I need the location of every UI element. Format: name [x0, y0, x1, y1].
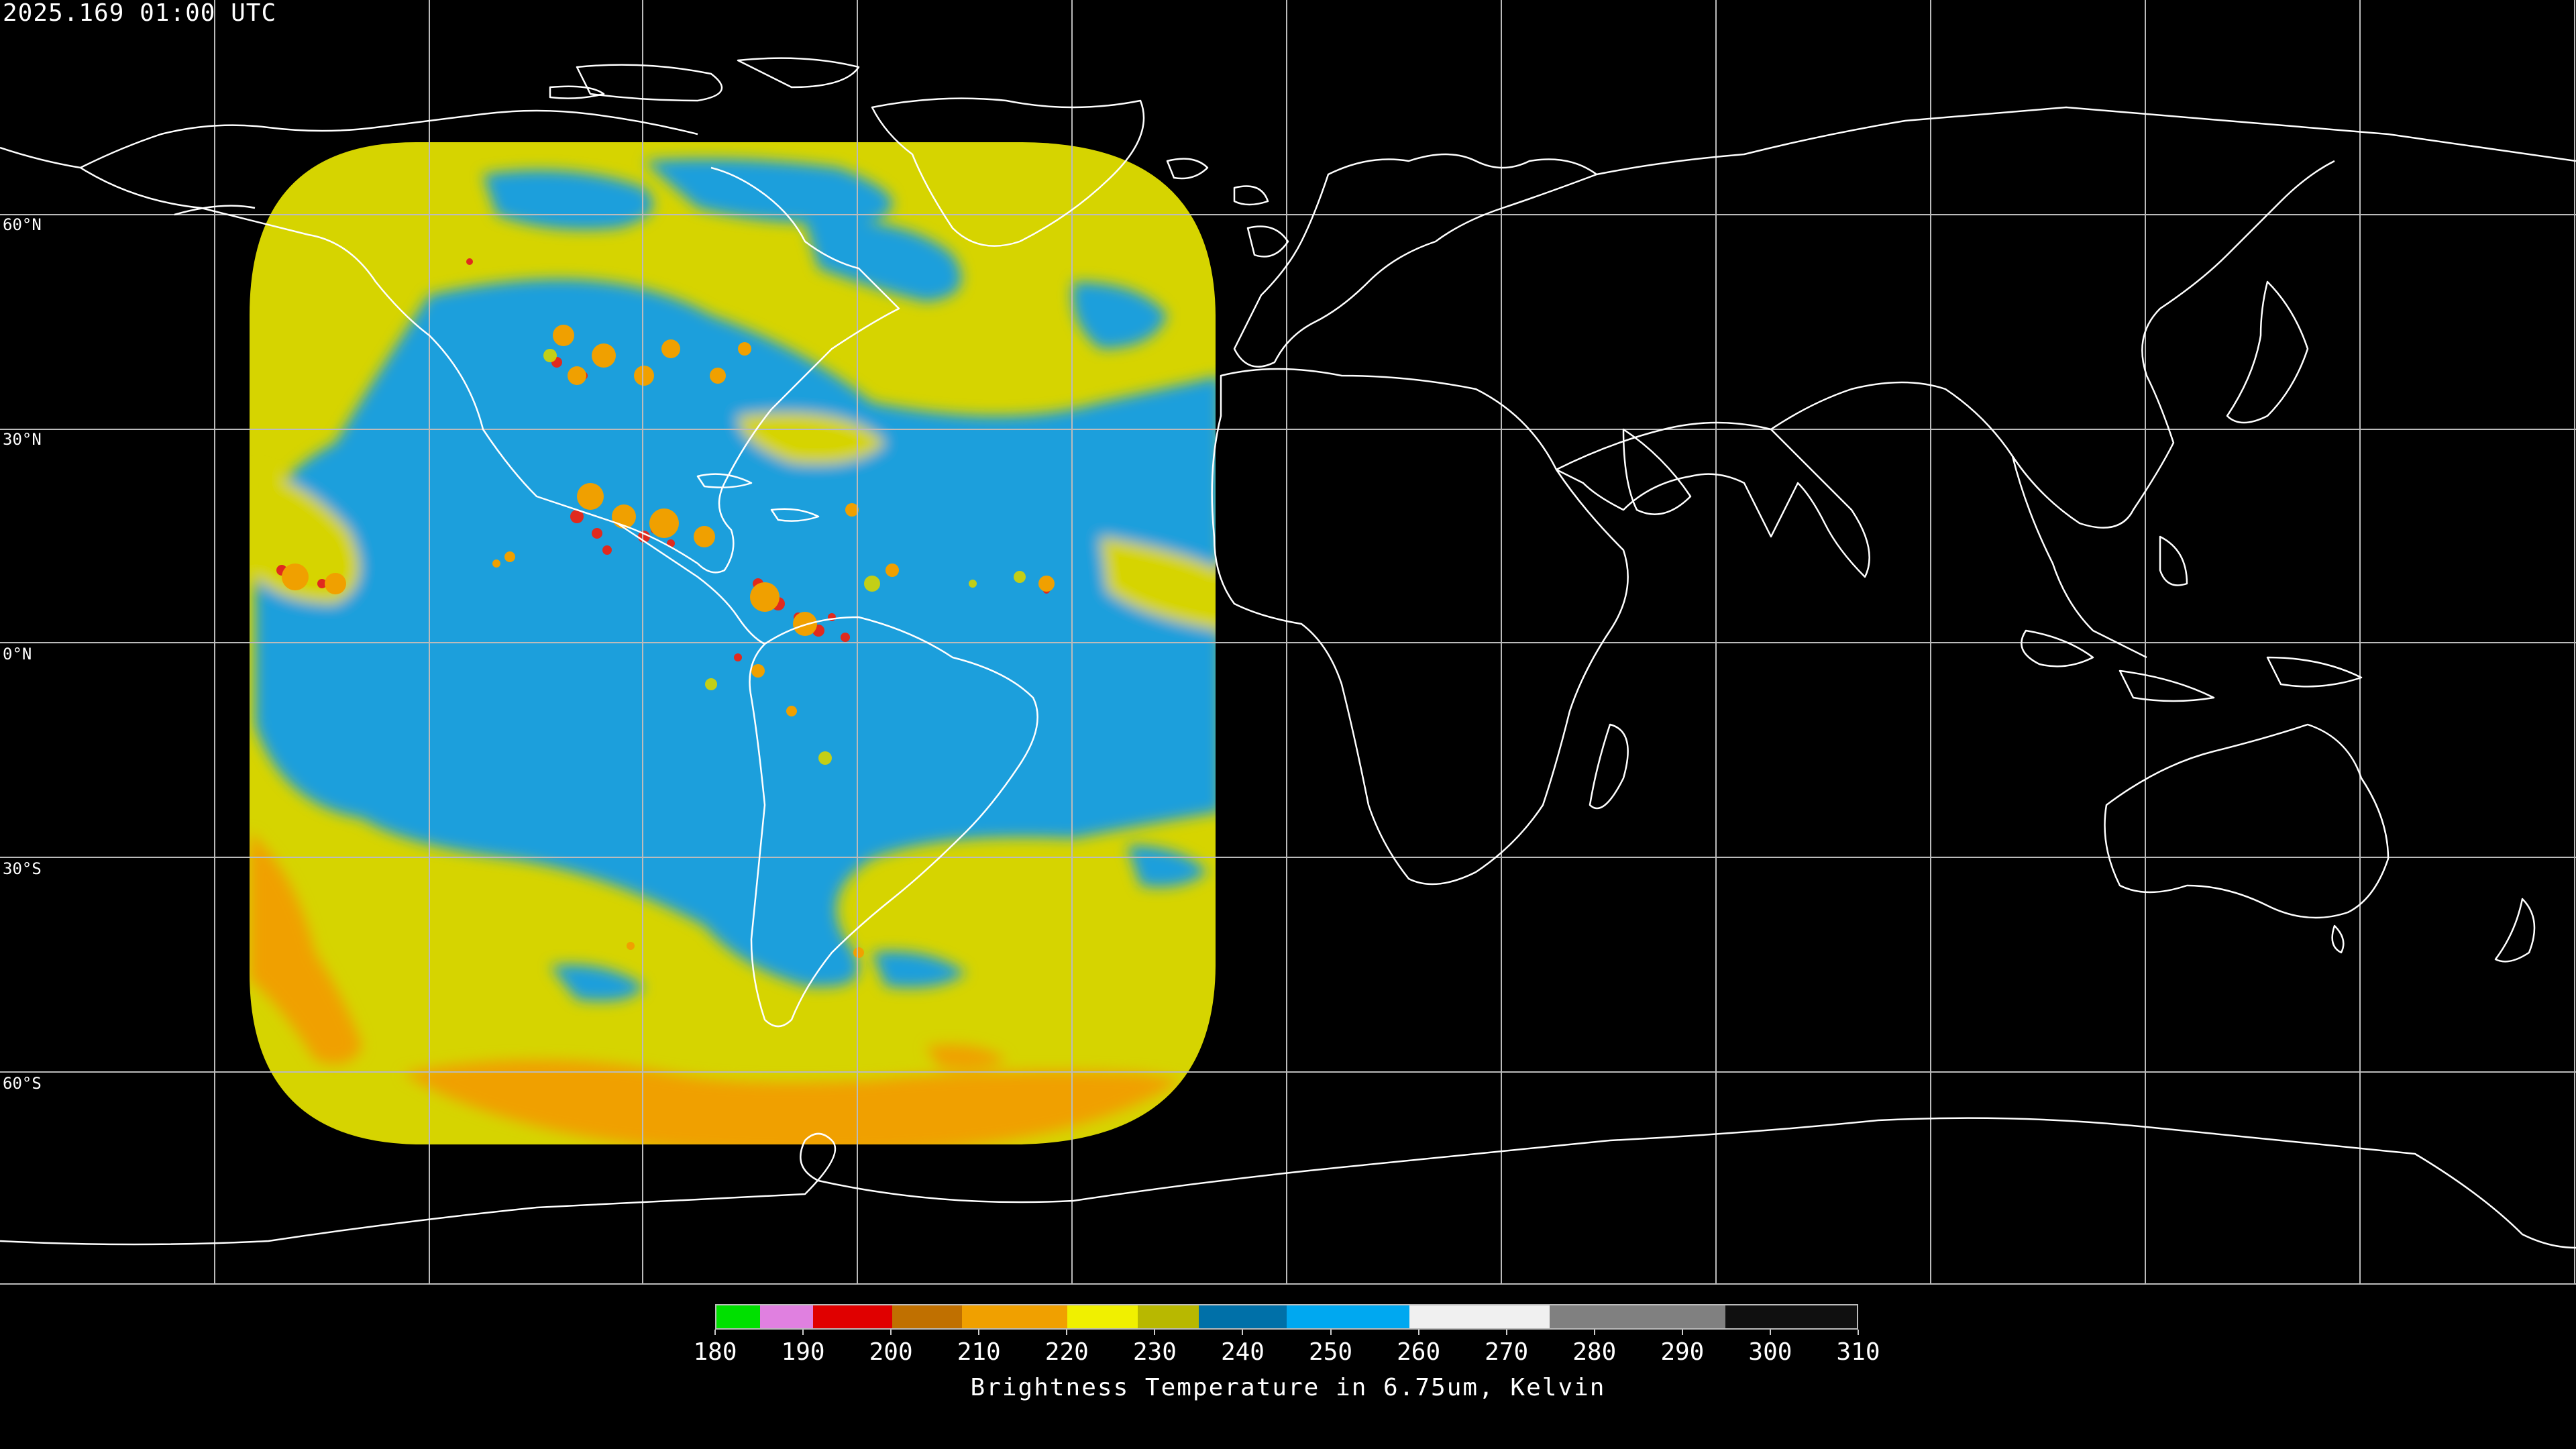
colorbar-segment: [962, 1305, 1068, 1328]
colorbar-tick: [1154, 1330, 1156, 1335]
colorbar-tick: [1769, 1330, 1771, 1335]
colorbar-tick-label: 260: [1397, 1338, 1441, 1366]
lat-label-60s: 60°S: [3, 1074, 42, 1093]
colorbar-segment: [1725, 1305, 1857, 1328]
colorbar-tick: [1593, 1330, 1595, 1335]
colorbar-tick: [802, 1330, 804, 1335]
colorbar-segment: [1137, 1305, 1199, 1328]
colorbar-title: Brightness Temperature in 6.75um, Kelvin: [970, 1374, 1606, 1401]
colorbar-tick-label: 250: [1309, 1338, 1353, 1366]
colorbar-tick-label: 220: [1044, 1338, 1089, 1366]
colorbar-tick-label: 200: [869, 1338, 913, 1366]
colorbar-tick-label: 310: [1836, 1338, 1880, 1366]
colorbar-segment: [1286, 1305, 1410, 1328]
colorbar-tick-label: 300: [1748, 1338, 1792, 1366]
colorbar-tick: [1505, 1330, 1507, 1335]
colorbar-tick: [978, 1330, 980, 1335]
colorbar-tick: [1242, 1330, 1244, 1335]
coastlines: [0, 57, 2576, 1249]
colorbar-segment: [760, 1305, 813, 1328]
lat-label-30s: 30°S: [3, 859, 42, 878]
colorbar-tick-label: 280: [1572, 1338, 1617, 1366]
lat-label-30n: 30°N: [3, 430, 42, 449]
colorbar-tick: [1330, 1330, 1332, 1335]
colorbar-tick-label: 270: [1485, 1338, 1529, 1366]
colorbar: [715, 1304, 1858, 1330]
colorbar-segment: [1067, 1305, 1138, 1328]
colorbar-legend: 180 190 200 210 220 230 240 250 260 270 280 290 300 3…: [0, 1285, 2576, 1449]
colorbar-segment: [1409, 1305, 1550, 1328]
colorbar-tick: [1858, 1330, 1859, 1335]
colorbar-tick-label: 190: [781, 1338, 825, 1366]
colorbar-tick: [1066, 1330, 1068, 1335]
colorbar-tick-label: 230: [1132, 1338, 1177, 1366]
colorbar-tick-label: 180: [693, 1338, 737, 1366]
colorbar-tick-label: 290: [1660, 1338, 1705, 1366]
lat-label-0n: 0°N: [3, 645, 32, 663]
colorbar-tick: [1681, 1330, 1683, 1335]
colorbar-segment: [892, 1305, 963, 1328]
colorbar-segment: [1550, 1305, 1725, 1328]
timestamp-label: 2025.169 01:00 UTC: [3, 0, 277, 27]
colorbar-tick-label: 210: [957, 1338, 1001, 1366]
colorbar-tick: [714, 1330, 716, 1335]
colorbar-tick: [890, 1330, 892, 1335]
colorbar-tick-label: 240: [1220, 1338, 1265, 1366]
world-map: [0, 0, 2576, 1285]
colorbar-tick: [1417, 1330, 1419, 1335]
water-vapor-imagery: [250, 142, 1216, 1144]
colorbar-segment: [1199, 1305, 1287, 1328]
colorbar-segment: [716, 1305, 761, 1328]
lat-label-60n: 60°N: [3, 215, 42, 234]
graticule: [0, 0, 2576, 1285]
colorbar-segment: [812, 1305, 892, 1328]
